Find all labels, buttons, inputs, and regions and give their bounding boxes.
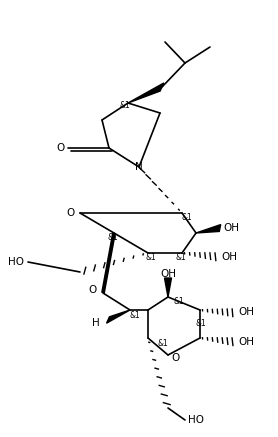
Text: HO: HO [188,415,204,425]
Text: OH: OH [223,223,239,233]
Polygon shape [106,310,130,323]
Text: O: O [57,143,65,153]
Text: &1: &1 [158,339,169,347]
Text: OH: OH [238,337,254,347]
Text: HO: HO [8,257,24,267]
Text: O: O [89,285,97,295]
Polygon shape [196,225,221,233]
Text: O: O [67,208,75,218]
Text: OH: OH [238,307,254,317]
Text: O: O [171,353,179,363]
Text: &1: &1 [181,214,192,222]
Polygon shape [165,278,172,297]
Text: &1: &1 [176,253,187,263]
Text: &1: &1 [130,312,141,320]
Text: &1: &1 [196,319,207,327]
Text: H: H [92,318,100,328]
Text: OH: OH [221,252,237,262]
Text: &1: &1 [120,101,131,110]
Text: &1: &1 [145,253,156,263]
Text: N: N [135,162,143,172]
Text: OH: OH [160,269,176,279]
Polygon shape [128,83,164,103]
Text: &1: &1 [174,298,185,306]
Text: &1: &1 [108,233,119,243]
